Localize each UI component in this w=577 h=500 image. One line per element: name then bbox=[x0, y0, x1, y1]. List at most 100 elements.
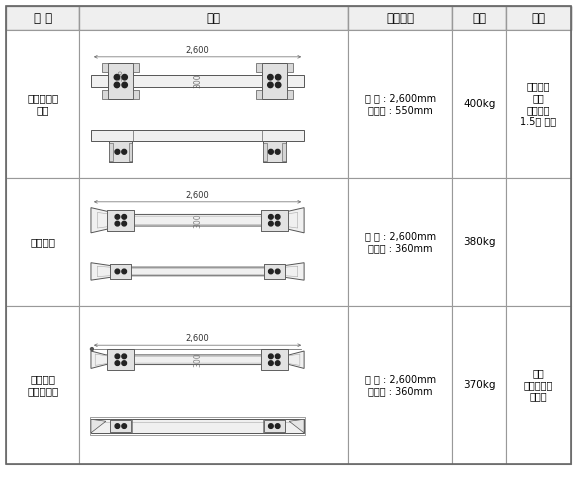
Bar bbox=[261, 210, 288, 231]
Text: 길 이 : 2,600mm
최대폭 : 360mm: 길 이 : 2,600mm 최대폭 : 360mm bbox=[365, 374, 436, 396]
Bar bbox=[256, 90, 262, 100]
Bar bbox=[506, 30, 571, 178]
Bar bbox=[506, 6, 571, 30]
Bar bbox=[80, 306, 348, 464]
Text: 2,600: 2,600 bbox=[186, 191, 209, 200]
Text: 300: 300 bbox=[193, 74, 202, 88]
Text: 구 분: 구 분 bbox=[33, 12, 52, 24]
Bar bbox=[452, 6, 506, 30]
Circle shape bbox=[122, 424, 126, 428]
Circle shape bbox=[268, 361, 273, 366]
Polygon shape bbox=[289, 420, 304, 433]
Text: 형상: 형상 bbox=[207, 12, 220, 24]
Bar bbox=[109, 141, 133, 163]
Bar bbox=[506, 306, 571, 464]
Bar bbox=[107, 349, 134, 370]
Bar bbox=[6, 6, 571, 30]
Circle shape bbox=[122, 74, 128, 80]
Circle shape bbox=[268, 150, 273, 154]
Circle shape bbox=[275, 74, 281, 80]
Circle shape bbox=[275, 82, 281, 87]
Bar bbox=[262, 62, 287, 100]
Circle shape bbox=[275, 269, 280, 274]
Circle shape bbox=[122, 269, 126, 274]
Text: 비고: 비고 bbox=[531, 12, 545, 24]
Circle shape bbox=[268, 74, 273, 80]
Circle shape bbox=[268, 424, 273, 428]
Circle shape bbox=[115, 269, 120, 274]
Circle shape bbox=[122, 354, 126, 358]
Text: 횡단
신호케이블
보호용: 횡단 신호케이블 보호용 bbox=[524, 368, 553, 402]
Text: 길 이 : 2,600mm
최대폭 : 550mm: 길 이 : 2,600mm 최대폭 : 550mm bbox=[365, 93, 436, 115]
Text: 일반침목
대비
저부면적
1.5배 증가: 일반침목 대비 저부면적 1.5배 증가 bbox=[520, 82, 557, 126]
Circle shape bbox=[268, 269, 273, 274]
Bar bbox=[287, 90, 293, 100]
Bar bbox=[107, 210, 134, 231]
Circle shape bbox=[275, 214, 280, 219]
Bar bbox=[452, 178, 506, 306]
Polygon shape bbox=[91, 351, 304, 368]
Text: 380kg: 380kg bbox=[463, 237, 496, 247]
Bar bbox=[261, 349, 288, 370]
Bar bbox=[133, 62, 139, 72]
Text: 중량: 중량 bbox=[472, 12, 486, 24]
Text: 2,600: 2,600 bbox=[186, 334, 209, 343]
Circle shape bbox=[115, 150, 120, 154]
Bar bbox=[348, 30, 452, 178]
Circle shape bbox=[115, 222, 120, 226]
Bar bbox=[264, 264, 285, 279]
Bar bbox=[102, 62, 108, 72]
Text: 300: 300 bbox=[118, 214, 123, 226]
Bar bbox=[91, 75, 304, 88]
Bar bbox=[90, 418, 305, 435]
Bar bbox=[80, 30, 348, 178]
Circle shape bbox=[275, 354, 280, 358]
Bar bbox=[348, 6, 452, 30]
Bar bbox=[256, 62, 262, 72]
Bar bbox=[6, 30, 80, 178]
Bar bbox=[129, 143, 133, 160]
Circle shape bbox=[275, 424, 280, 428]
Polygon shape bbox=[91, 420, 106, 433]
Circle shape bbox=[275, 361, 280, 366]
Bar bbox=[133, 90, 139, 100]
Bar bbox=[6, 6, 80, 30]
Text: 길 이 : 2,600mm
최대폭 : 360mm: 길 이 : 2,600mm 최대폭 : 360mm bbox=[365, 231, 436, 253]
Text: 300: 300 bbox=[193, 352, 202, 367]
Bar bbox=[6, 178, 80, 306]
Bar bbox=[452, 306, 506, 464]
Text: 400kg: 400kg bbox=[463, 99, 496, 109]
Circle shape bbox=[122, 361, 126, 366]
Bar bbox=[452, 30, 506, 178]
Circle shape bbox=[91, 348, 93, 350]
Circle shape bbox=[115, 361, 120, 366]
Text: 2,600: 2,600 bbox=[186, 46, 209, 55]
Circle shape bbox=[114, 74, 119, 80]
Bar bbox=[80, 6, 348, 30]
Circle shape bbox=[275, 150, 280, 154]
Bar bbox=[263, 141, 286, 163]
Circle shape bbox=[268, 214, 273, 219]
Circle shape bbox=[268, 354, 273, 358]
Bar bbox=[264, 420, 285, 432]
Text: 하프프레임
침목: 하프프레임 침목 bbox=[27, 93, 58, 115]
Circle shape bbox=[122, 150, 126, 154]
Circle shape bbox=[268, 222, 273, 226]
Bar bbox=[102, 90, 108, 100]
Bar bbox=[109, 143, 113, 160]
Text: 광폭침목
프로텍터용: 광폭침목 프로텍터용 bbox=[27, 374, 58, 396]
Bar bbox=[348, 306, 452, 464]
Circle shape bbox=[122, 214, 126, 219]
Circle shape bbox=[115, 214, 120, 219]
Bar bbox=[80, 178, 348, 306]
Text: 300: 300 bbox=[118, 354, 123, 366]
Bar bbox=[282, 143, 286, 160]
Text: 광폭침목: 광폭침목 bbox=[30, 237, 55, 247]
Circle shape bbox=[115, 354, 120, 358]
Bar bbox=[348, 178, 452, 306]
Circle shape bbox=[122, 222, 126, 226]
Circle shape bbox=[275, 222, 280, 226]
Text: 300: 300 bbox=[193, 213, 202, 228]
Circle shape bbox=[115, 424, 120, 428]
Circle shape bbox=[268, 82, 273, 87]
